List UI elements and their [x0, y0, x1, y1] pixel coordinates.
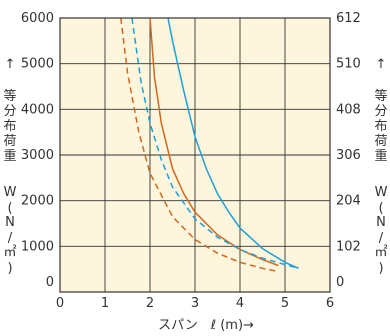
y-tick-labels-right: 0 102 204 306 408 510 612 — [336, 11, 361, 290]
y-tick-label-left: 1000 — [21, 239, 54, 254]
y-tick-label-left: 0 — [46, 275, 54, 290]
y-tick-label-right: 510 — [336, 57, 361, 72]
y-label-char: / — [8, 231, 13, 246]
x-tick-label: 4 — [236, 296, 244, 311]
y-label-char: 重 — [3, 148, 16, 164]
y-label-char: ) — [378, 261, 383, 276]
series-line-4 — [167, 18, 299, 269]
y-label-char: W — [375, 185, 388, 200]
y-label-char: 等 — [374, 88, 387, 104]
series-group — [120, 18, 299, 272]
series-line-1 — [120, 18, 277, 272]
x-tick-label: 0 — [56, 296, 64, 311]
x-tick-label: 3 — [191, 296, 199, 311]
y-label-char: ↑ — [5, 57, 16, 72]
y-tick-label-right: 204 — [336, 194, 361, 209]
x-axis-label: スパン ℓ (m)→ — [158, 318, 254, 333]
y-tick-label-left: 5000 — [21, 57, 54, 72]
y-tick-label-right: 306 — [336, 148, 361, 163]
y-tick-label-left: 4000 — [21, 102, 54, 117]
y-label-char: 等 — [3, 88, 16, 104]
y-label-char: N — [376, 215, 386, 230]
x-tick-labels: 0 1 2 3 4 5 6 — [56, 296, 334, 311]
y-label-char: 布 — [3, 119, 16, 134]
y-tick-label-left: 2000 — [21, 194, 54, 209]
series-line-3 — [131, 18, 299, 270]
y-tick-label-right: 0 — [336, 275, 344, 290]
plot-frame — [59, 17, 331, 293]
y-label-char: ) — [7, 261, 12, 276]
y-tick-label-right: 102 — [336, 239, 361, 254]
y-tick-label-left: 3000 — [21, 148, 54, 163]
y-tick-label-left: 6000 — [21, 11, 54, 26]
y-tick-label-right: 612 — [336, 11, 361, 26]
y-label-char: 分 — [374, 104, 387, 119]
y-label-char: 分 — [3, 104, 16, 119]
y-label-char: W — [4, 185, 17, 200]
y-label-char: ( — [7, 201, 12, 216]
grid — [60, 18, 330, 292]
y-label-char: 荷 — [374, 134, 387, 149]
x-tick-label: 1 — [101, 296, 109, 311]
x-tick-label: 6 — [326, 296, 334, 311]
x-tick-label: 2 — [146, 296, 154, 311]
y-label-char: / — [379, 231, 384, 246]
y-label-char: N — [5, 215, 15, 230]
y-label-char: 布 — [374, 119, 387, 134]
x-tick-label: 5 — [281, 296, 289, 311]
y-tick-labels-left: 0 1000 2000 3000 4000 5000 6000 — [21, 11, 54, 290]
y-label-char: 荷 — [3, 134, 16, 149]
y-label-char: ㎡ — [374, 245, 387, 260]
y-label-char: ㎡ — [3, 245, 16, 260]
y-label-char: 重 — [374, 148, 387, 164]
y-tick-label-right: 408 — [336, 102, 361, 117]
y-label-char: ( — [378, 201, 383, 216]
y-label-char: ↑ — [376, 57, 387, 72]
